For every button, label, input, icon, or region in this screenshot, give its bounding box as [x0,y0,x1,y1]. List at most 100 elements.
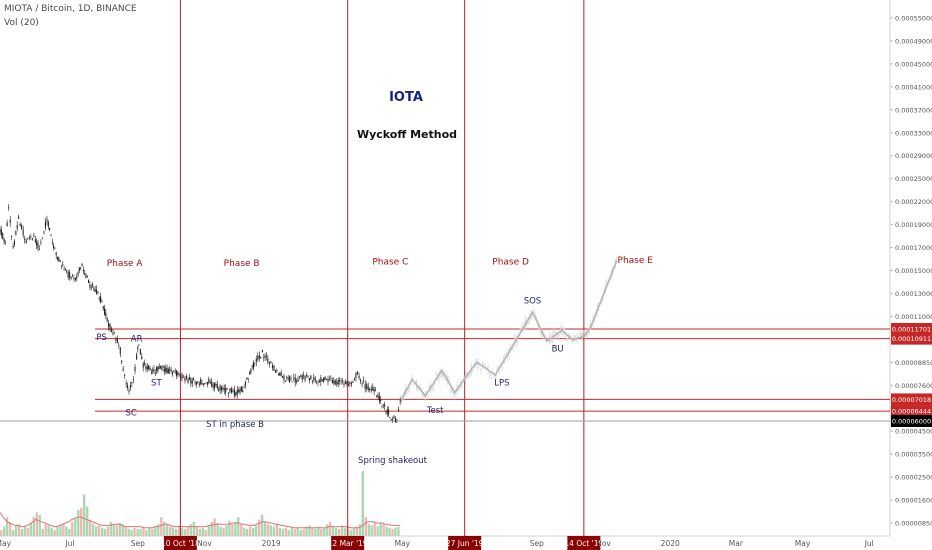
price-candle [158,365,160,369]
price-candle [363,380,365,382]
price-candle [327,379,329,382]
price-candle [201,383,203,385]
price-candle [222,387,224,390]
volume-bar [195,526,198,536]
phase-lines [179,0,585,536]
volume-bar [50,527,53,536]
time-tick-label: 2019 [262,539,281,548]
time-tick-label: May [795,539,811,548]
wyckoff-annotation: SOS [524,296,541,306]
price-candle [128,390,130,392]
price-candle [25,240,27,244]
price-candle [134,366,136,372]
price-candle [306,375,308,376]
volume-bar [382,524,385,536]
price-candle [58,258,60,261]
projection-candle [501,366,503,368]
price-candle [81,263,83,267]
projection-candle [407,388,409,391]
volume-bar [284,527,287,536]
price-candle [291,381,293,383]
volume-bar [234,521,237,536]
volume-bar [38,514,41,536]
price-candle [286,377,288,379]
price-candle [392,419,394,421]
price-candle [282,376,284,378]
price-tick-label: 0.00015000 [895,267,932,275]
price-candle [51,241,53,243]
projection-path [399,256,618,407]
price-candle [340,381,342,383]
price-candle [122,368,124,371]
price-candle [271,365,273,368]
price-candle [162,365,164,368]
time-tick-label: Nov [197,539,212,548]
price-candle [131,382,133,384]
price-candle [64,268,66,270]
price-candle [104,308,106,315]
price-candle [370,389,372,391]
price-candle [109,324,111,331]
phase-label: Phase C [372,257,408,267]
wyckoff-annotation: LPS [494,379,509,389]
price-candle [244,382,246,385]
projection-candle [454,393,456,397]
volume-bar [367,524,370,536]
price-candle [216,383,218,389]
price-candle [345,381,347,384]
price-candle [138,344,140,346]
price-candle [287,377,289,379]
volume-indicator-label[interactable]: Vol (20) [4,18,39,28]
volume-bar [0,530,3,536]
price-candle [33,235,35,237]
price-candle [8,207,10,209]
symbol-header[interactable]: MIOTA / Bitcoin, 1D, BINANCE [4,4,137,14]
volume-bar [83,494,86,536]
volume-bar [145,530,148,536]
volume-bar [397,526,400,536]
volume-bar [204,530,207,536]
price-candle [175,370,177,376]
projection-candle [490,375,492,377]
price-candle [317,381,319,383]
price-candle [257,355,259,360]
projection-candle [417,388,419,391]
projection-candle [457,385,459,387]
projection-candle [418,386,420,388]
price-candle [24,238,26,241]
level-price-box [891,393,932,406]
price-candle [15,230,17,235]
volume-bar [192,521,196,536]
price-candle [152,370,154,371]
price-candle [40,242,42,243]
volume-bar [278,527,281,536]
price-candle [166,368,168,374]
price-candle [298,377,300,379]
volume-bar [246,528,249,536]
time-axis[interactable]: 10 Oct '18 12 Mar '19 27 Jun '19 14 Oct '19… [0,536,874,550]
price-candle [297,379,299,382]
price-candle [396,419,398,421]
phase-date-box [163,536,197,550]
price-candle [242,390,244,393]
volume-bar [257,519,261,536]
price-candle [136,354,138,360]
price-candle [364,383,366,389]
price-candle [193,378,195,381]
price-candle [208,378,210,384]
price-candle [321,379,323,381]
price-candle [167,369,169,374]
volume-bar [329,521,332,536]
projection-candle [486,367,488,369]
volume-bar [269,525,273,536]
volume-bar [100,527,104,536]
level-price-label: 0.00007018 [892,396,931,404]
volume-bar [115,525,118,536]
phase-date-label: 12 Mar '19 [328,539,368,548]
price-axis[interactable]: 0.00055000 0.00049000 0.00045000 0.00041000… [890,15,932,528]
projection-candle [494,377,496,379]
volume-ma [0,512,401,529]
volume-bar [323,527,326,536]
price-candle [129,385,131,388]
